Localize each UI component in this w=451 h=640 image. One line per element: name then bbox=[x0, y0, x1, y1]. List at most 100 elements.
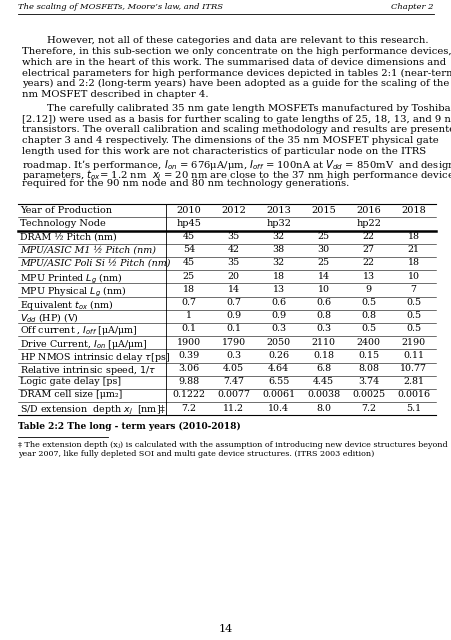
Text: hp32: hp32 bbox=[266, 219, 290, 228]
Text: 0.1: 0.1 bbox=[226, 324, 241, 333]
Text: 22: 22 bbox=[362, 232, 374, 241]
Text: Logic gate delay [ps]: Logic gate delay [ps] bbox=[20, 378, 121, 387]
Text: 0.18: 0.18 bbox=[313, 351, 333, 360]
Text: S/D extension  depth $x_j$  [nm]‡: S/D extension depth $x_j$ [nm]‡ bbox=[20, 404, 166, 417]
Text: Therefore, in this sub-section we only concentrate on the high performance devic: Therefore, in this sub-section we only c… bbox=[22, 47, 451, 56]
Text: 0.5: 0.5 bbox=[405, 324, 420, 333]
Text: HP NMOS intrinsic delay $\tau$[ps]: HP NMOS intrinsic delay $\tau$[ps] bbox=[20, 351, 170, 364]
Text: Table 2:2 The long - term years (2010-2018): Table 2:2 The long - term years (2010-20… bbox=[18, 421, 240, 431]
Text: 0.11: 0.11 bbox=[402, 351, 423, 360]
Text: 2010: 2010 bbox=[176, 205, 201, 214]
Text: roadmap. It’s performance, $I_{on}$ = 676μA/μm, $I_{off}$ = 100nA at $V_{dd}$ = : roadmap. It’s performance, $I_{on}$ = 67… bbox=[22, 158, 451, 172]
Text: Relative intrinsic speed, $1/\tau$: Relative intrinsic speed, $1/\tau$ bbox=[20, 364, 156, 377]
Text: 0.5: 0.5 bbox=[405, 311, 420, 320]
Text: 0.3: 0.3 bbox=[315, 324, 331, 333]
Text: chapter 3 and 4 respectively. The dimensions of the 35 nm MOSFET physical gate: chapter 3 and 4 respectively. The dimens… bbox=[22, 136, 438, 145]
Text: 2013: 2013 bbox=[266, 205, 290, 214]
Text: 7: 7 bbox=[410, 285, 416, 294]
Text: 9: 9 bbox=[365, 285, 371, 294]
Text: 25: 25 bbox=[317, 259, 329, 268]
Text: DRAM cell size [μm₂]: DRAM cell size [μm₂] bbox=[20, 390, 122, 399]
Text: 8.08: 8.08 bbox=[357, 364, 378, 373]
Text: Year of Production: Year of Production bbox=[20, 205, 112, 214]
Text: 0.26: 0.26 bbox=[267, 351, 289, 360]
Text: 0.5: 0.5 bbox=[360, 298, 375, 307]
Text: 18: 18 bbox=[407, 232, 419, 241]
Text: 0.1: 0.1 bbox=[181, 324, 196, 333]
Text: 6.55: 6.55 bbox=[267, 378, 289, 387]
Text: 0.9: 0.9 bbox=[271, 311, 285, 320]
Text: 0.8: 0.8 bbox=[315, 311, 331, 320]
Text: 14: 14 bbox=[218, 624, 233, 634]
Text: 2015: 2015 bbox=[311, 205, 335, 214]
Text: 38: 38 bbox=[272, 245, 284, 254]
Text: 45: 45 bbox=[182, 259, 194, 268]
Text: MPU Physical $L_g$ (nm): MPU Physical $L_g$ (nm) bbox=[20, 285, 126, 299]
Text: Drive Current, $I_{on}$ [μA/μm]: Drive Current, $I_{on}$ [μA/μm] bbox=[20, 338, 147, 351]
Text: 13: 13 bbox=[362, 272, 374, 281]
Text: 0.7: 0.7 bbox=[181, 298, 196, 307]
Text: 0.6: 0.6 bbox=[271, 298, 285, 307]
Text: 42: 42 bbox=[227, 245, 239, 254]
Text: 27: 27 bbox=[362, 245, 374, 254]
Text: 21: 21 bbox=[407, 245, 419, 254]
Text: 0.3: 0.3 bbox=[271, 324, 285, 333]
Text: 14: 14 bbox=[227, 285, 239, 294]
Text: 0.3: 0.3 bbox=[226, 351, 241, 360]
Text: 11.2: 11.2 bbox=[223, 404, 244, 413]
Text: 0.0038: 0.0038 bbox=[306, 390, 340, 399]
Text: 7.2: 7.2 bbox=[181, 404, 196, 413]
Text: 4.05: 4.05 bbox=[223, 364, 244, 373]
Text: Chapter 2: Chapter 2 bbox=[391, 3, 433, 11]
Text: 35: 35 bbox=[227, 232, 239, 241]
Text: 8.0: 8.0 bbox=[315, 404, 331, 413]
Text: ‡ The extension depth (xⱼ) is calculated with the assumption of introducing new : ‡ The extension depth (xⱼ) is calculated… bbox=[18, 442, 446, 449]
Text: 0.6: 0.6 bbox=[315, 298, 331, 307]
Text: 9.88: 9.88 bbox=[178, 378, 199, 387]
Text: 18: 18 bbox=[407, 259, 419, 268]
Text: However, not all of these categories and data are relevant to this research.: However, not all of these categories and… bbox=[22, 36, 428, 45]
Text: 0.0025: 0.0025 bbox=[351, 390, 384, 399]
Text: MPU/ASIC M1 ½ Pitch (nm): MPU/ASIC M1 ½ Pitch (nm) bbox=[20, 245, 156, 254]
Text: 0.0016: 0.0016 bbox=[396, 390, 429, 399]
Text: 2016: 2016 bbox=[355, 205, 380, 214]
Text: 1900: 1900 bbox=[176, 338, 201, 347]
Text: 10: 10 bbox=[407, 272, 419, 281]
Text: 3.06: 3.06 bbox=[178, 364, 199, 373]
Text: 0.0077: 0.0077 bbox=[217, 390, 250, 399]
Text: 10.77: 10.77 bbox=[399, 364, 426, 373]
Text: 3.74: 3.74 bbox=[357, 378, 378, 387]
Text: 5.1: 5.1 bbox=[405, 404, 420, 413]
Text: year 2007, like fully depleted SOI and multi gate device structures. (ITRS 2003 : year 2007, like fully depleted SOI and m… bbox=[18, 450, 373, 458]
Text: Off current , $I_{off}$ [μA/μm]: Off current , $I_{off}$ [μA/μm] bbox=[20, 324, 138, 337]
Text: 20: 20 bbox=[227, 272, 239, 281]
Text: 2400: 2400 bbox=[356, 338, 380, 347]
Text: 13: 13 bbox=[272, 285, 284, 294]
Text: 0.5: 0.5 bbox=[405, 298, 420, 307]
Text: [2.12]) were used as a basis for further scaling to gate lengths of 25, 18, 13, : [2.12]) were used as a basis for further… bbox=[22, 115, 451, 124]
Text: 2.81: 2.81 bbox=[402, 378, 423, 387]
Text: 0.1222: 0.1222 bbox=[172, 390, 205, 399]
Text: MPU/ASIC Poli Si ½ Pitch (nm): MPU/ASIC Poli Si ½ Pitch (nm) bbox=[20, 259, 170, 268]
Text: 22: 22 bbox=[362, 259, 374, 268]
Text: 2018: 2018 bbox=[400, 205, 425, 214]
Text: transistors. The overall calibration and scaling methodology and results are pre: transistors. The overall calibration and… bbox=[22, 125, 451, 134]
Text: length used for this work are not characteristics of particular node on the ITRS: length used for this work are not charac… bbox=[22, 147, 425, 156]
Text: 10: 10 bbox=[317, 285, 329, 294]
Text: Equivalent $t_{ox}$ (nm): Equivalent $t_{ox}$ (nm) bbox=[20, 298, 113, 312]
Text: 0.8: 0.8 bbox=[360, 311, 375, 320]
Text: 4.45: 4.45 bbox=[313, 378, 333, 387]
Text: which are in the heart of this work. The summarised data of device dimensions an: which are in the heart of this work. The… bbox=[22, 58, 445, 67]
Text: 25: 25 bbox=[182, 272, 194, 281]
Text: 2012: 2012 bbox=[221, 205, 246, 214]
Text: 0.0061: 0.0061 bbox=[262, 390, 295, 399]
Text: hp22: hp22 bbox=[355, 219, 380, 228]
Text: 25: 25 bbox=[317, 232, 329, 241]
Text: electrical parameters for high performance devices depicted in tables 2:1 (near-: electrical parameters for high performan… bbox=[22, 68, 451, 77]
Text: 0.39: 0.39 bbox=[178, 351, 199, 360]
Text: years) and 2:2 (long-term years) have been adopted as a guide for the scaling of: years) and 2:2 (long-term years) have be… bbox=[22, 79, 451, 88]
Text: 18: 18 bbox=[272, 272, 284, 281]
Text: 14: 14 bbox=[317, 272, 329, 281]
Text: The carefully calibrated 35 nm gate length MOSFETs manufactured by Toshiba: The carefully calibrated 35 nm gate leng… bbox=[22, 104, 450, 113]
Text: DRAM ½ Pitch (nm): DRAM ½ Pitch (nm) bbox=[20, 232, 116, 241]
